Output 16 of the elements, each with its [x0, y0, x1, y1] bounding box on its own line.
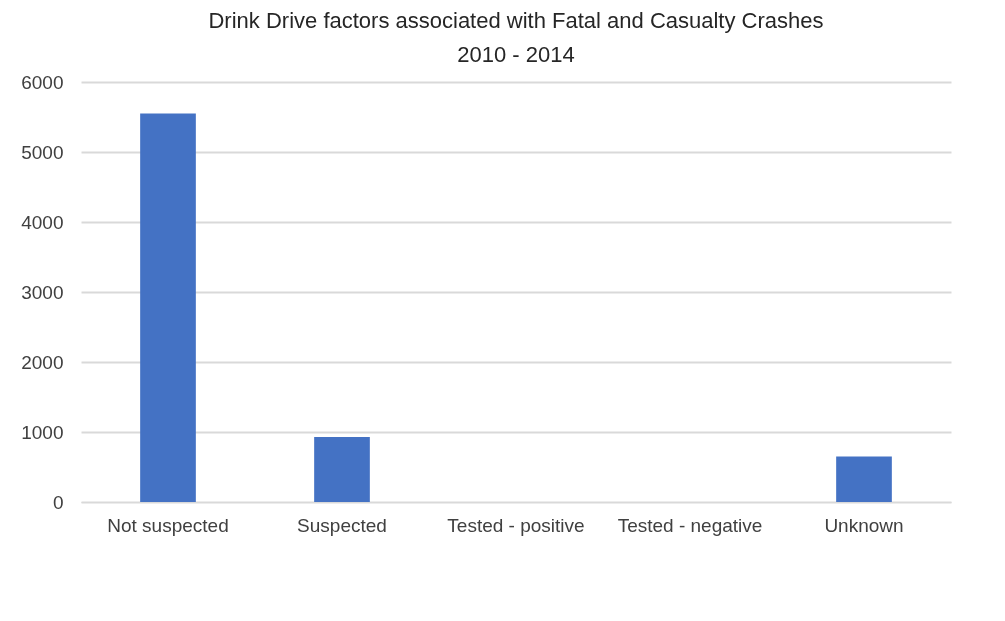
y-tick-label: 1000	[21, 421, 64, 443]
y-tick-label: 5000	[21, 141, 64, 163]
y-tick-label: 4000	[21, 211, 64, 233]
bar	[836, 456, 892, 502]
x-tick-label: Suspected	[297, 514, 387, 536]
y-tick-label: 6000	[21, 71, 64, 93]
x-tick-label: Tested - negative	[617, 514, 763, 536]
x-tick-label: Not suspected	[107, 514, 229, 536]
y-tick-label: 0	[52, 491, 64, 513]
bar	[314, 436, 370, 502]
y-tick-label: 3000	[21, 281, 64, 303]
bar	[140, 113, 196, 502]
y-tick-label: 2000	[21, 351, 64, 373]
x-tick-label: Tested - positive	[447, 514, 585, 536]
x-tick-label: Unknown	[824, 514, 904, 536]
chart-title: Drink Drive factors associated with Fatal and Casualty Crashes 2010 - 2014	[208, 8, 824, 67]
